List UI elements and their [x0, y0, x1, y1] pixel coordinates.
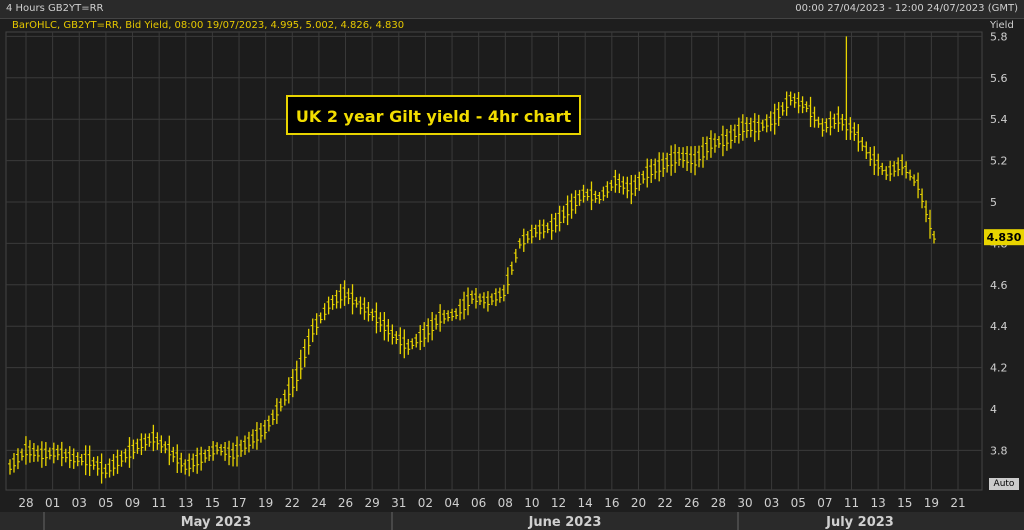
x-tick-label: 31 — [391, 496, 406, 510]
x-tick-label: 29 — [365, 496, 380, 510]
x-tick-label: 12 — [551, 496, 566, 510]
last-value-label: 4.830 — [987, 231, 1022, 244]
x-tick-label: 04 — [444, 496, 459, 510]
x-tick-label: 26 — [338, 496, 353, 510]
x-tick-label: 19 — [924, 496, 939, 510]
month-label: June 2023 — [528, 515, 602, 530]
x-tick-label: 17 — [231, 496, 246, 510]
y-tick-label: 4.6 — [990, 279, 1008, 292]
x-tick-label: 06 — [471, 496, 486, 510]
x-tick-label: 30 — [737, 496, 752, 510]
x-tick-label: 20 — [631, 496, 646, 510]
month-axis — [0, 512, 1024, 530]
x-tick-label: 13 — [870, 496, 885, 510]
y-tick-label: 4 — [990, 403, 997, 416]
y-tick-label: 5.8 — [990, 30, 1008, 43]
y-tick-label: 3.8 — [990, 444, 1008, 457]
x-tick-label: 02 — [418, 496, 433, 510]
x-tick-label: 14 — [578, 496, 593, 510]
x-tick-label: 19 — [258, 496, 273, 510]
y-tick-label: 4.4 — [990, 320, 1008, 333]
x-tick-label: 09 — [125, 496, 140, 510]
y-tick-label: 5.2 — [990, 155, 1008, 168]
y-tick-label: 4.2 — [990, 362, 1008, 375]
x-tick-label: 10 — [524, 496, 539, 510]
x-tick-label: 01 — [45, 496, 60, 510]
chart-header: 4 Hours GB2YT=RR 00:00 27/04/2023 - 12:0… — [0, 0, 1024, 19]
x-tick-label: 11 — [152, 496, 167, 510]
x-tick-label: 22 — [657, 496, 672, 510]
x-tick-label: 08 — [498, 496, 513, 510]
x-tick-label: 24 — [311, 496, 326, 510]
x-tick-label: 15 — [897, 496, 912, 510]
x-tick-label: 26 — [684, 496, 699, 510]
x-tick-label: 15 — [205, 496, 220, 510]
x-tick-label: 28 — [711, 496, 726, 510]
y-tick-label: 5.4 — [990, 113, 1008, 126]
month-label: May 2023 — [181, 515, 252, 530]
chart-title: UK 2 year Gilt yield - 4hr chart — [286, 95, 581, 135]
x-tick-label: 28 — [18, 496, 33, 510]
x-tick-label: 11 — [844, 496, 859, 510]
y-tick-label: 5 — [990, 196, 997, 209]
month-label: July 2023 — [825, 515, 894, 530]
instrument-label: 4 Hours GB2YT=RR — [6, 3, 104, 14]
x-tick-label: 05 — [98, 496, 113, 510]
date-range-label: 00:00 27/04/2023 - 12:00 24/07/2023 (GMT… — [795, 3, 1018, 14]
series-legend: BarOHLC, GB2YT=RR, Bid Yield, 08:00 19/0… — [12, 20, 405, 31]
x-tick-label: 22 — [285, 496, 300, 510]
x-tick-label: 07 — [817, 496, 832, 510]
y-tick-label: 5.6 — [990, 72, 1008, 85]
y-axis-label: Yield — [989, 20, 1014, 31]
last-value-badge — [984, 229, 1024, 246]
x-tick-label: 13 — [178, 496, 193, 510]
auto-scale-button[interactable]: Auto — [989, 478, 1019, 490]
x-tick-label: 03 — [764, 496, 779, 510]
x-tick-label: 21 — [950, 496, 965, 510]
x-tick-label: 16 — [604, 496, 619, 510]
x-tick-label: 03 — [72, 496, 87, 510]
x-tick-label: 05 — [791, 496, 806, 510]
